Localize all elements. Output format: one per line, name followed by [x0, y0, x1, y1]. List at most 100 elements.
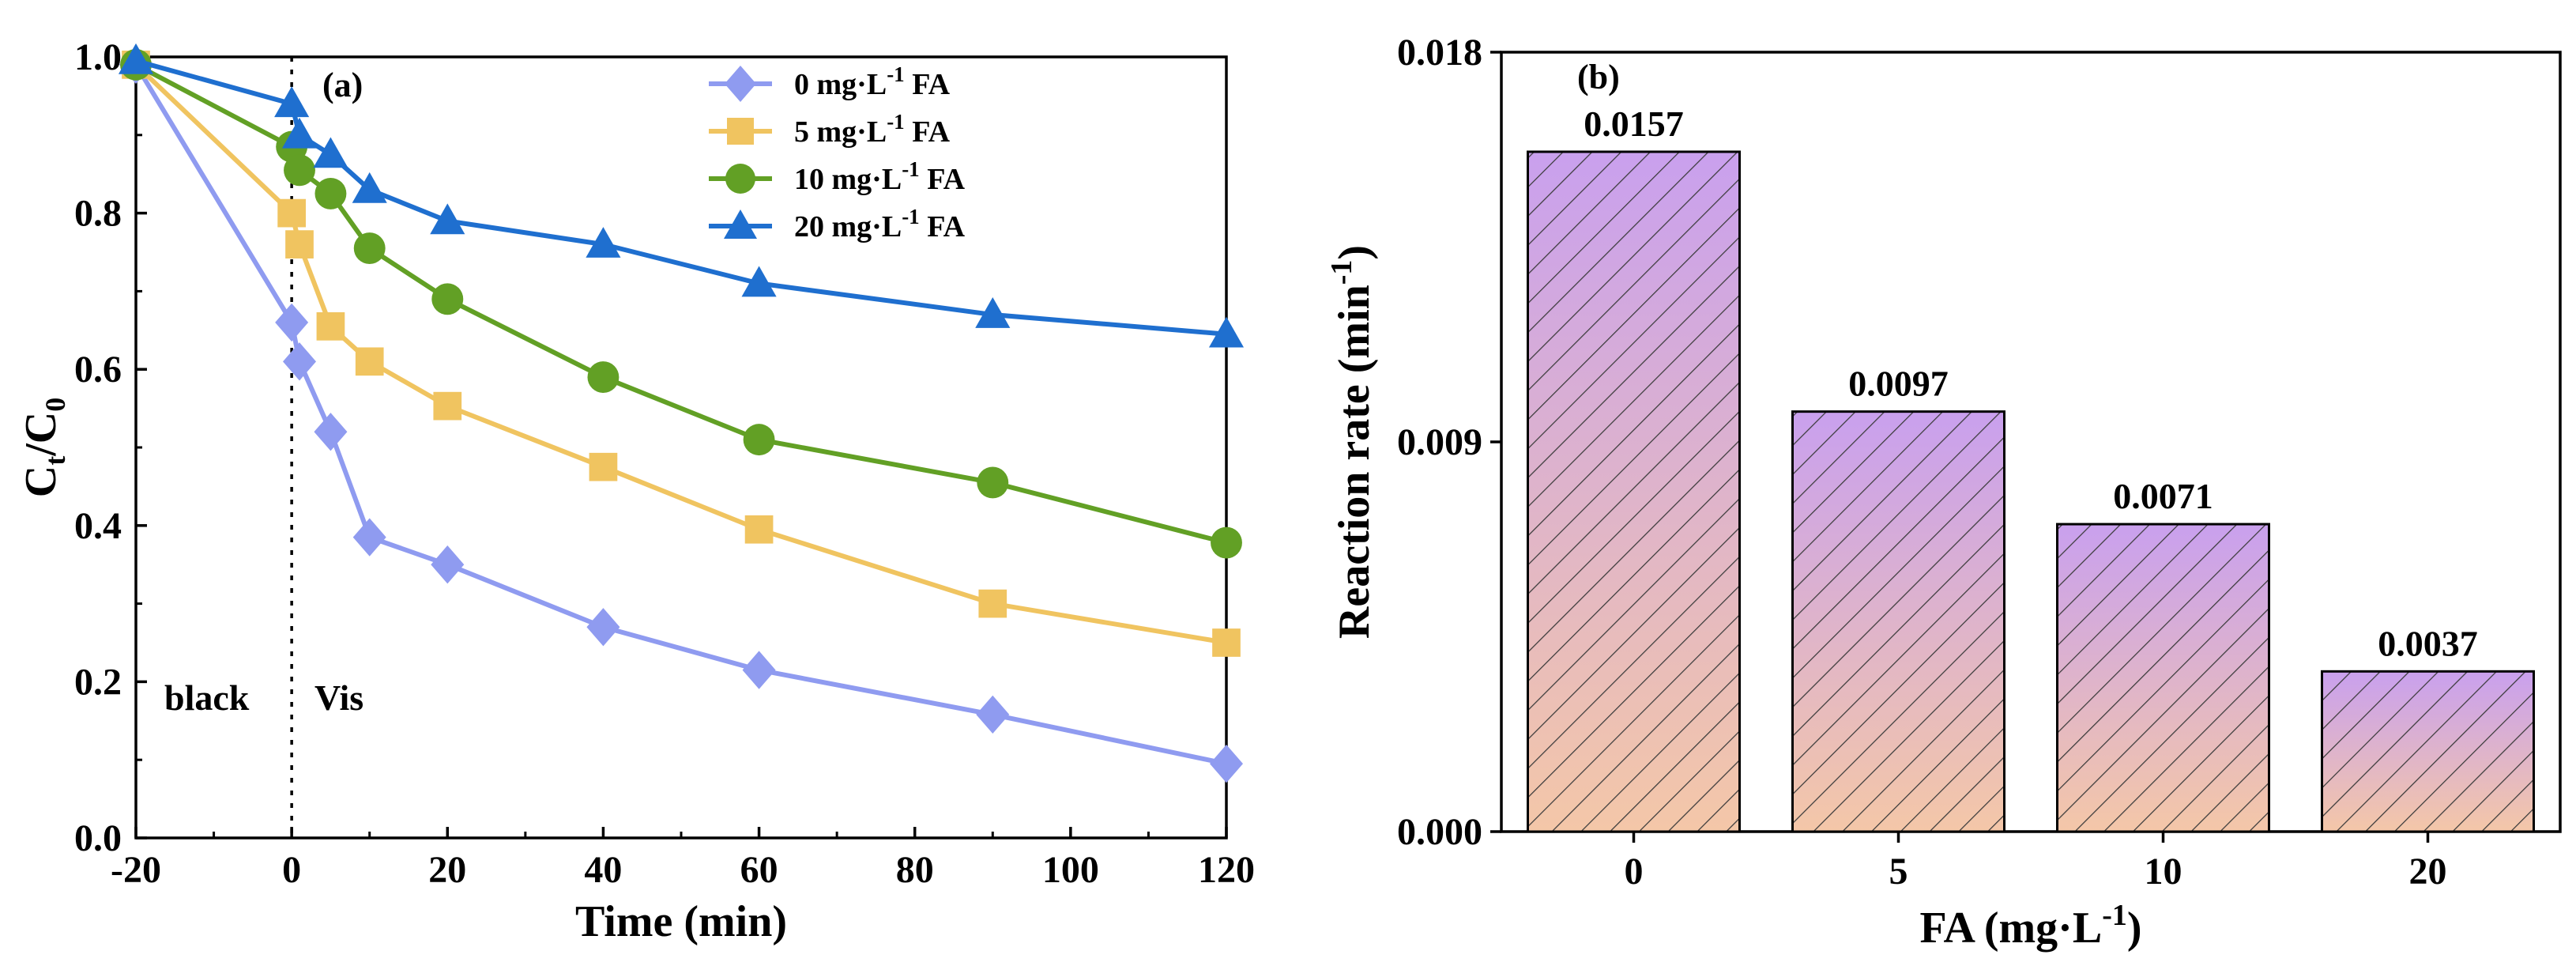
- annotation-light: Vis: [314, 677, 363, 718]
- bar: 0.0097: [1791, 364, 2005, 833]
- data-point: [285, 230, 314, 258]
- legend-marker: [725, 66, 756, 102]
- bar-value-label: 0.0157: [1584, 104, 1684, 144]
- bar-hatch: [2321, 670, 2535, 833]
- data-point: [118, 43, 154, 74]
- data-point: [355, 347, 384, 376]
- y-axis-ticks-b: 0.000 0.009 0.018: [1397, 32, 1501, 853]
- bars-group-b: 0.0157 0.0097 0.0071 0.0037: [1527, 104, 2535, 833]
- legend-marker: [725, 164, 755, 194]
- y-tick-label: 0.4: [74, 505, 122, 547]
- series-3: [118, 43, 1245, 348]
- bar-value-label: 0.0097: [1848, 364, 1949, 404]
- data-point: [314, 413, 348, 451]
- legend-item: 5 mg·L-1 FA: [709, 110, 951, 149]
- data-point: [352, 518, 386, 557]
- series-group-a: [118, 43, 1245, 783]
- x-tick-label: 20: [428, 849, 466, 891]
- data-point: [314, 177, 347, 209]
- data-point: [1208, 316, 1245, 348]
- bar: 0.0037: [2321, 623, 2535, 833]
- data-point: [316, 312, 345, 341]
- data-point: [978, 589, 1007, 618]
- data-point: [283, 342, 316, 381]
- series-2: [120, 48, 1242, 559]
- data-point: [586, 227, 621, 258]
- bar-hatch: [1527, 150, 1741, 833]
- y-tick-label: 1.0: [74, 36, 122, 78]
- legend-item: 20 mg·L-1 FA: [709, 205, 966, 243]
- legend-item: 0 mg·L-1 FA: [709, 62, 951, 102]
- data-point: [976, 695, 1010, 734]
- data-point: [313, 137, 348, 168]
- data-point: [1210, 744, 1243, 783]
- legend-label: 0 mg·L-1 FA: [794, 62, 951, 101]
- data-point: [274, 86, 310, 118]
- x-axis-ticks-b: 0 5 10 20: [1625, 832, 2447, 892]
- bar-chart-panel-b: 0.000 0.009 0.018 0.0157 0.0097 0.0071 0.0037…: [1325, 32, 2562, 953]
- legend-marker: [727, 118, 754, 145]
- y-tick-label: 0.000: [1397, 811, 1482, 853]
- legend-a: 0 mg·L-1 FA 5 mg·L-1 FA 10 mg·L-1 FA 20 mg·…: [709, 62, 966, 243]
- data-point: [281, 117, 318, 149]
- legend-label: 20 mg·L-1 FA: [794, 205, 966, 243]
- data-point: [1212, 628, 1241, 657]
- y-tick-label: 0.0: [74, 817, 122, 859]
- data-point: [741, 266, 777, 297]
- x-tick-label: 80: [896, 849, 934, 891]
- x-tick-label: 120: [1198, 849, 1255, 891]
- x-tick-label: 0: [282, 849, 301, 891]
- legend-label: 10 mg·L-1 FA: [794, 157, 966, 196]
- y-tick-label: 0.2: [74, 661, 122, 703]
- x-tick-label: 20: [2409, 851, 2447, 892]
- y-axis-title-a: Ct/C0: [17, 398, 71, 497]
- series-1: [122, 51, 1241, 657]
- y-axis-ticks-a: 0.0 0.2 0.4 0.6 0.8 1.0: [74, 36, 147, 859]
- x-tick-label: 0: [1625, 851, 1644, 892]
- panel-label-a: (a): [322, 66, 363, 104]
- legend-label: 5 mg·L-1 FA: [794, 110, 951, 149]
- y-tick-label: 0.009: [1397, 421, 1482, 463]
- data-point: [744, 515, 774, 544]
- data-point: [430, 203, 465, 235]
- bar-hatch: [2056, 523, 2270, 833]
- bar-value-label: 0.0037: [2378, 623, 2478, 663]
- panel-label-b: (b): [1577, 58, 1620, 96]
- y-tick-label: 0.018: [1397, 32, 1482, 74]
- y-tick-label: 0.8: [74, 193, 122, 235]
- data-point: [586, 608, 620, 647]
- data-point: [433, 391, 462, 421]
- data-point: [284, 154, 315, 187]
- bar-hatch: [1791, 410, 2005, 833]
- x-tick-label: 5: [1889, 851, 1908, 892]
- data-point: [353, 232, 386, 265]
- annotation-dark: black: [164, 677, 250, 718]
- data-point: [742, 651, 776, 689]
- data-point: [275, 303, 309, 342]
- data-point: [352, 172, 387, 203]
- x-axis-title-b: FA (mg·L-1): [1919, 899, 2141, 953]
- x-axis-ticks-a: -20 0 20 40 60 80 100 120: [111, 827, 1255, 891]
- series-line: [135, 58, 1227, 337]
- x-tick-label: 10: [2145, 851, 2182, 892]
- legend-marker: [724, 209, 757, 239]
- x-tick-label: 40: [584, 849, 622, 891]
- data-point: [975, 296, 1011, 328]
- data-point: [977, 466, 1009, 499]
- x-axis-title-a: Time (min): [575, 897, 787, 946]
- series-line: [134, 62, 1227, 645]
- x-tick-label: 60: [740, 849, 778, 891]
- data-point: [431, 545, 465, 584]
- x-tick-label: 100: [1042, 849, 1099, 891]
- y-tick-label: 0.6: [74, 349, 122, 391]
- line-chart-panel-a: -20 0 20 40 60 80 100 120 0.0 0.2 0.4 0.6 0.8 1.0 (a…: [17, 36, 1255, 946]
- bar-value-label: 0.0071: [2113, 476, 2213, 516]
- bar: 0.0071: [2056, 476, 2270, 833]
- data-point: [431, 283, 464, 315]
- data-point: [1211, 526, 1242, 559]
- legend-item: 10 mg·L-1 FA: [709, 157, 966, 196]
- x-tick-label: -20: [111, 849, 161, 891]
- data-point: [743, 424, 775, 456]
- data-point: [277, 198, 306, 228]
